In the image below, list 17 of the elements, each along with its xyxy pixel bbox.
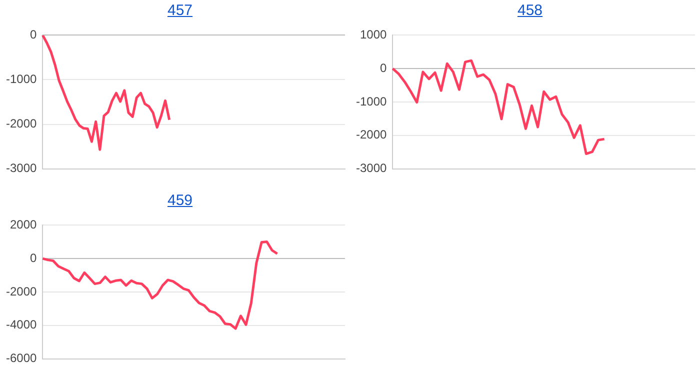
y-tick-label: -3000 [356,161,388,176]
chart-title: 458 [516,1,544,21]
y-tick-label: 1000 [360,28,388,42]
chart-title: 457 [166,1,194,21]
y-tick-label: 0 [30,250,38,265]
y-tick-label: 0 [380,60,388,75]
y-tick-label: 2000 [10,218,38,232]
y-tick-label: -1000 [6,72,38,86]
y-tick-label: -3000 [6,161,38,176]
y-tick-label: -6000 [6,351,38,366]
y-tick-label: -4000 [6,318,38,332]
chart-title: 459 [166,191,194,211]
y-tick-label: -2000 [6,284,38,298]
y-tick-label: -2000 [6,116,38,131]
y-tick-label: -1000 [356,94,388,108]
y-tick-label: 0 [30,28,38,42]
y-tick-label: -2000 [356,128,388,142]
